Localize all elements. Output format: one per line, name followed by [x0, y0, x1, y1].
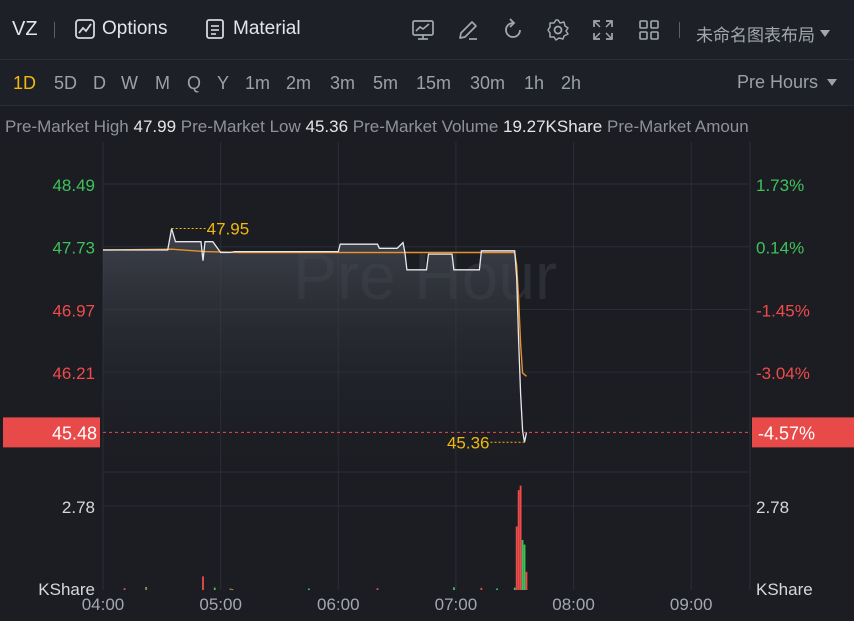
volume-bar: [213, 587, 216, 590]
volume-bar: [453, 587, 455, 590]
chevron-down-icon: [827, 79, 838, 86]
volume-bar: [123, 588, 126, 590]
time-axis-label: 06:00: [317, 595, 360, 614]
high-marker-label: 47.95: [207, 220, 250, 239]
volume-unit-label: KShare: [38, 580, 95, 599]
period-bar: 1D 5D D W M Q Y 1m 2m 3m 5m 15m 30m 1h 2…: [0, 60, 854, 106]
premarket-high-value: 47.99: [133, 117, 177, 136]
time-axis-label: 07:00: [435, 595, 478, 614]
volume-bar: [145, 586, 148, 590]
price-area-fill: [103, 228, 527, 472]
volume-bar: [307, 588, 310, 590]
period-1d[interactable]: 1D: [13, 73, 37, 93]
percent-axis-label: -3.04%: [756, 364, 810, 383]
volume-axis-label: 2.78: [62, 498, 95, 517]
volume-bar: [496, 588, 498, 590]
chart-template-icon[interactable]: [410, 17, 436, 43]
price-axis-label: 46.97: [52, 301, 95, 320]
period-5m[interactable]: 5m: [373, 73, 399, 93]
period-5d[interactable]: 5D: [54, 73, 78, 93]
options-chart-icon: [74, 18, 96, 40]
percent-axis-label: -1.45%: [756, 301, 810, 320]
period-y[interactable]: Y: [217, 73, 230, 93]
refresh-icon[interactable]: [500, 17, 526, 43]
price-axis-label: 47.73: [52, 239, 95, 258]
time-axis-label: 05:00: [199, 595, 242, 614]
volume-bar: [231, 589, 234, 591]
volume-bar: [145, 588, 148, 590]
period-d[interactable]: D: [93, 73, 106, 93]
volume-bar: [229, 588, 232, 590]
intraday-chart[interactable]: Pre Hour 48.491.73%47.730.14%46.97-1.45%…: [0, 142, 854, 621]
premarket-high-label: Pre-Market High: [5, 117, 129, 136]
current-percent-label: -4.57%: [758, 423, 815, 443]
session-selector[interactable]: Pre Hours: [737, 72, 838, 93]
period-1m[interactable]: 1m: [245, 73, 271, 93]
period-w[interactable]: W: [121, 73, 138, 93]
top-toolbar: VZ Options Material 未命名图表布局: [0, 0, 854, 60]
percent-axis-label: 0.14%: [756, 239, 804, 258]
time-axis-label: 08:00: [552, 595, 595, 614]
options-label: Options: [102, 18, 168, 39]
premarket-amount-label: Pre-Market Amoun: [607, 117, 749, 136]
premarket-volume-value: 19.27KShare: [503, 117, 603, 136]
period-m[interactable]: M: [155, 73, 170, 93]
toolbar-divider: [54, 22, 55, 38]
volume-bar: [525, 571, 528, 590]
premarket-volume-label: Pre-Market Volume: [352, 117, 499, 136]
layout-selector[interactable]: 未命名图表布局: [696, 21, 830, 46]
material-doc-icon: [204, 18, 226, 40]
price-axis-label: 46.21: [52, 364, 95, 383]
percent-axis-label: 1.73%: [756, 176, 804, 195]
period-q[interactable]: Q: [187, 73, 202, 93]
session-label: Pre Hours: [737, 72, 819, 92]
volume-bar: [480, 587, 483, 590]
current-percent-badge: [752, 417, 854, 448]
volume-bar: [523, 544, 526, 590]
volume-bar: [202, 576, 204, 590]
volume-bar: [519, 485, 522, 590]
volume-bar: [517, 490, 520, 590]
price-axis-label: 48.49: [52, 176, 95, 195]
layout-name-label: 未命名图表布局: [696, 26, 815, 45]
pencil-icon[interactable]: [455, 17, 481, 43]
gear-icon[interactable]: [545, 17, 571, 43]
period-15m[interactable]: 15m: [416, 73, 452, 93]
volume-bar: [513, 587, 516, 590]
volume-bars: [123, 485, 528, 591]
period-2m[interactable]: 2m: [286, 73, 312, 93]
grid-layout-icon[interactable]: [636, 17, 662, 43]
material-label: Material: [233, 18, 301, 39]
period-3m[interactable]: 3m: [330, 73, 356, 93]
options-button[interactable]: Options: [74, 18, 167, 40]
low-marker-label: 45.36: [447, 433, 490, 452]
fullscreen-icon[interactable]: [590, 17, 616, 43]
period-30m[interactable]: 30m: [470, 73, 506, 93]
period-2h[interactable]: 2h: [561, 73, 582, 93]
premarket-info-bar: Pre-Market High 47.99 Pre-Market Low 45.…: [0, 112, 854, 142]
average-price-line: [102, 248, 527, 377]
volume-axis-label: 2.78: [756, 498, 789, 517]
time-axis-label: 09:00: [670, 595, 713, 614]
current-price-badge: [3, 417, 100, 448]
price-area: [103, 228, 527, 472]
volume-bar: [515, 526, 518, 590]
time-axis-label: 04:00: [82, 595, 125, 614]
chevron-down-icon: [820, 30, 830, 37]
material-button[interactable]: Material: [204, 18, 301, 40]
premarket-low-value: 45.36: [305, 117, 349, 136]
volume-unit-label: KShare: [756, 580, 813, 599]
current-price-label: 45.48: [52, 423, 97, 443]
period-1h[interactable]: 1h: [524, 73, 545, 93]
volume-bar: [521, 540, 524, 590]
premarket-low-label: Pre-Market Low: [180, 117, 301, 136]
volume-bar: [376, 588, 379, 590]
symbol-label[interactable]: VZ: [12, 18, 38, 40]
price-line: [103, 228, 528, 443]
toolbar-divider: [679, 22, 680, 38]
